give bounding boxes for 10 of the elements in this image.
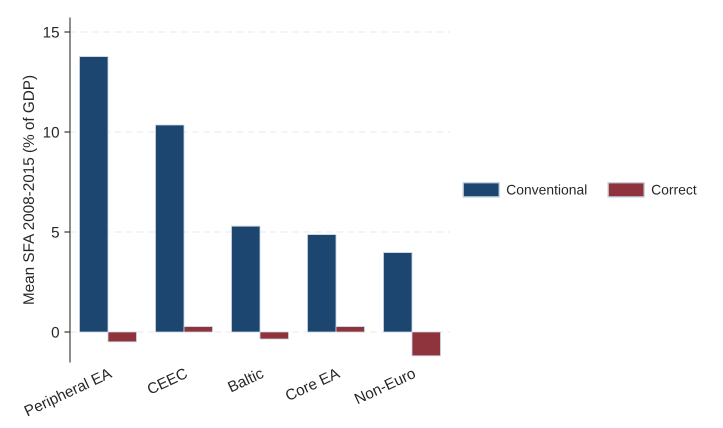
y-tick-label: 10	[44, 126, 59, 138]
y-tick-label: 5	[52, 227, 59, 238]
x-tick-label: Core EA	[284, 367, 341, 402]
y-tick-label: 0	[52, 326, 59, 338]
y-axis-title: Mean SFA 2008-2015 (% of GDP)	[22, 76, 38, 304]
y-tick-label: 15	[44, 27, 59, 38]
x-tick-label: Baltic	[227, 367, 264, 392]
legend-label: Conventional	[506, 184, 586, 195]
x-tick-label: CEEC	[146, 367, 188, 395]
legend-label: Correct	[652, 184, 697, 195]
